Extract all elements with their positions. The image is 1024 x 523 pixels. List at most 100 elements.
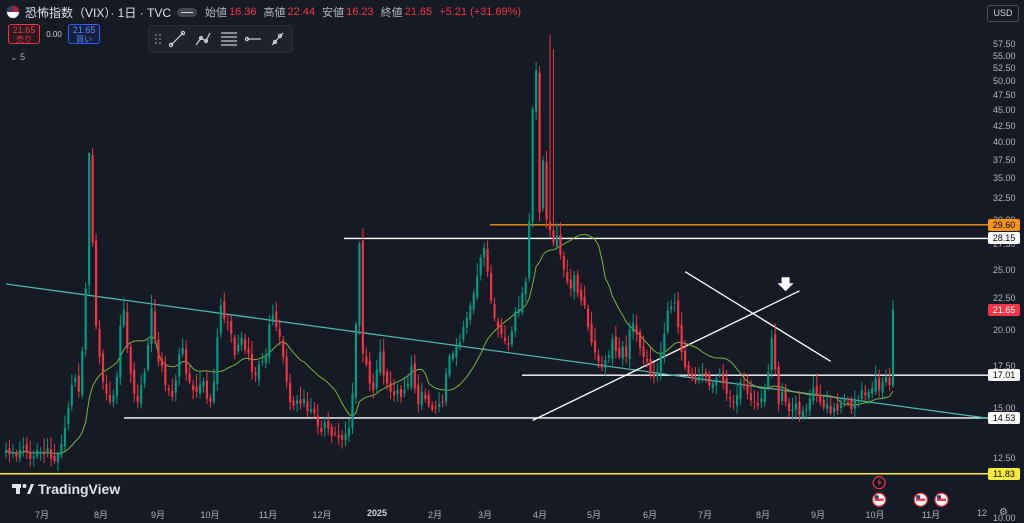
candle-body xyxy=(250,354,254,373)
candle-body xyxy=(649,358,652,374)
candle xyxy=(694,367,697,385)
candle-body xyxy=(815,385,818,396)
candle xyxy=(839,398,843,414)
candle xyxy=(386,368,389,390)
candle xyxy=(888,367,891,391)
path-icon[interactable] xyxy=(195,32,211,46)
candle-body xyxy=(81,350,84,396)
candle-body xyxy=(174,380,177,393)
us-event-flag-icon xyxy=(913,492,928,507)
candle xyxy=(392,379,396,402)
hide-eye-icon[interactable] xyxy=(177,7,198,17)
candle xyxy=(354,321,358,404)
candle xyxy=(372,372,375,399)
candle-body xyxy=(843,398,846,403)
candle xyxy=(763,383,766,407)
candle-body xyxy=(316,415,319,427)
legend-header: 恐怖指数（VIX）· 1日 · TVC 始値 16.36 高値 22.44 安値… xyxy=(6,3,528,21)
candle xyxy=(680,312,683,361)
candle xyxy=(687,361,690,377)
candle xyxy=(420,382,423,411)
candle-body xyxy=(663,333,666,357)
brush-icon[interactable] xyxy=(271,32,284,46)
lightning-icon xyxy=(877,478,882,487)
candle xyxy=(347,418,351,442)
candle-body xyxy=(774,334,777,370)
candle xyxy=(715,375,718,394)
candle-body xyxy=(469,305,472,320)
candle xyxy=(427,389,430,408)
candle xyxy=(230,313,233,343)
candle xyxy=(389,371,392,400)
candle xyxy=(434,400,437,414)
indicator-toggle[interactable]: ⌄ 5 xyxy=(10,52,25,63)
price-tick: 17.50 xyxy=(993,361,1016,372)
candle xyxy=(313,402,316,418)
currency-selector[interactable]: USD xyxy=(987,5,1019,22)
sell-button[interactable]: 21.65 売り xyxy=(8,24,40,44)
candle-body xyxy=(444,373,448,402)
candle-body xyxy=(458,342,461,348)
candle xyxy=(659,342,662,381)
candle xyxy=(798,391,801,423)
price-tick: 25.00 xyxy=(993,264,1016,275)
buy-button[interactable]: 21.65 買い xyxy=(68,24,100,44)
candle-body xyxy=(607,355,610,358)
candle-body xyxy=(392,391,396,396)
candle xyxy=(455,338,458,367)
candle-body xyxy=(358,243,361,326)
candle-body xyxy=(226,322,229,324)
candle-body xyxy=(153,311,157,340)
candle xyxy=(645,349,649,368)
fib-levels-icon[interactable] xyxy=(221,32,237,46)
candle xyxy=(787,398,791,418)
trend-line-icon[interactable] xyxy=(168,30,186,48)
candle xyxy=(140,374,143,409)
candle-body xyxy=(812,388,815,401)
time-tick: 11月 xyxy=(258,510,278,520)
candle-body xyxy=(736,395,739,406)
candle xyxy=(656,362,659,382)
candle xyxy=(496,317,500,338)
price-tick: 40.00 xyxy=(993,137,1016,148)
candle xyxy=(791,398,794,420)
symbol-title[interactable]: 恐怖指数（VIX）· 1日 · TVC xyxy=(25,5,172,20)
candle-body xyxy=(850,400,853,410)
tradingview-logo[interactable]: TradingView xyxy=(12,481,120,497)
candle xyxy=(160,352,163,373)
candle xyxy=(555,222,558,250)
candle-body xyxy=(753,401,756,403)
candle-body xyxy=(105,384,108,394)
drag-handle-icon[interactable] xyxy=(155,34,161,44)
candle-body xyxy=(323,422,326,429)
candle-body xyxy=(732,401,735,403)
settings-gear-icon[interactable]: ⚙ xyxy=(999,507,1008,518)
drawing-toolbar-icons xyxy=(155,30,284,48)
candle xyxy=(739,377,742,406)
time-tick: 7月 xyxy=(697,510,713,520)
candle-body xyxy=(403,390,406,394)
candle xyxy=(164,356,167,392)
candle-body xyxy=(257,364,261,380)
candle xyxy=(330,423,333,444)
candle-body xyxy=(742,383,746,386)
candle xyxy=(736,382,739,414)
candle-body xyxy=(160,358,163,366)
candle-body xyxy=(708,375,711,386)
candle-body xyxy=(798,401,801,415)
candle xyxy=(857,395,860,408)
candle xyxy=(223,292,226,324)
time-tick: 2月 xyxy=(427,510,443,520)
candle-body xyxy=(638,331,642,348)
candle xyxy=(826,390,829,414)
candle-body xyxy=(517,309,520,313)
candle xyxy=(264,348,267,369)
horizontal-ray-icon[interactable] xyxy=(244,36,261,42)
candle xyxy=(216,328,219,391)
candle-body xyxy=(372,382,375,391)
candle-body xyxy=(32,456,35,459)
candle-body xyxy=(839,403,843,408)
candle xyxy=(746,373,749,400)
time-tick: 8月 xyxy=(755,510,771,520)
